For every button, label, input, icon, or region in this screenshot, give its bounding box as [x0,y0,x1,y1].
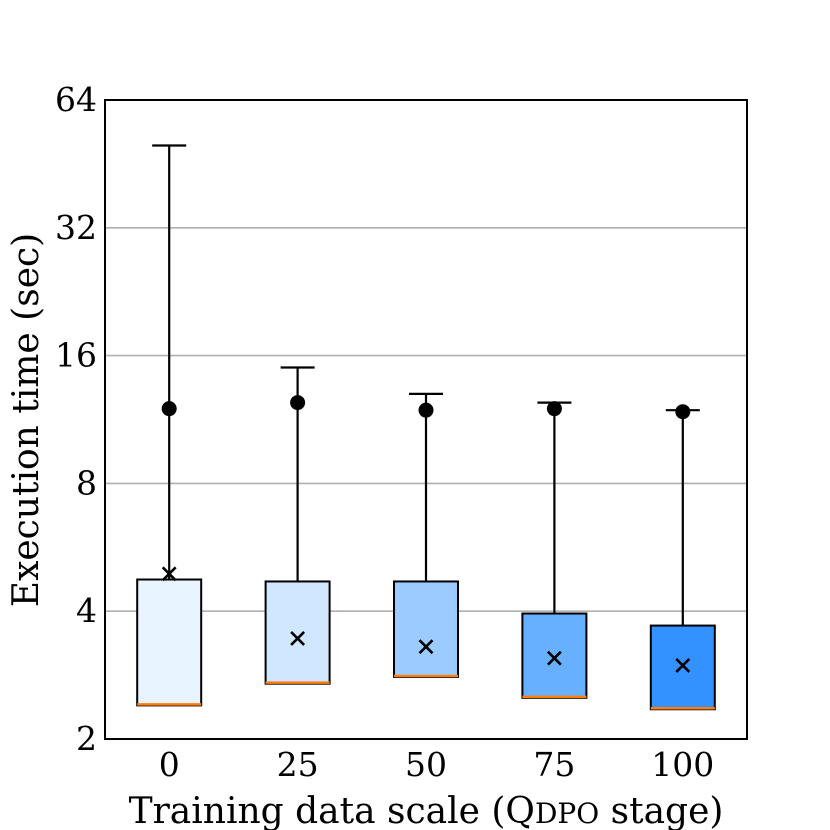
mean-marker [675,658,691,673]
x-axis-label-prefix: Training data scale (Q [129,791,535,830]
x-tick-labels: 0 25 50 75 100 [159,745,715,784]
mean-marker [546,650,562,666]
y-tick-label: 4 [76,591,97,630]
x-tick-label: 0 [159,745,180,784]
box-group-50 [393,392,459,678]
outlier-point [546,401,562,417]
x-axis-label-suffix: stage) [599,791,723,830]
x-axis-label: Training data scale (QDPO stage) [129,791,724,830]
box-group-100 [649,404,716,711]
box [136,578,203,707]
box [649,624,716,711]
x-axis-label-smallcaps: DPO [535,797,599,830]
y-tick-labels: 2 4 8 16 32 64 [55,80,97,758]
x-tick-label: 100 [651,745,714,784]
x-tick-label: 50 [405,745,447,784]
y-axis-label: Execution time (sec) [6,233,47,607]
y-tick-label: 64 [55,80,97,119]
y-tick-label: 32 [55,208,97,247]
outlier-point [675,404,691,420]
outlier-point [290,395,306,411]
box [393,580,459,678]
plot-frame [104,99,748,740]
mean-marker [290,631,306,646]
outlier-point [418,402,434,418]
mean-marker [161,566,177,582]
y-tick-label: 2 [76,719,97,758]
box [521,612,588,699]
x-tick-label: 75 [533,745,575,784]
box [264,580,331,685]
mean-marker [418,639,434,655]
outlier-point [161,401,177,417]
box-group-0 [136,144,203,707]
boxes [136,144,716,711]
x-tick-label: 25 [277,745,319,784]
box-group-25 [264,366,331,685]
box-group-75 [521,401,588,699]
y-tick-label: 8 [76,463,97,502]
y-tick-label: 16 [55,336,97,375]
